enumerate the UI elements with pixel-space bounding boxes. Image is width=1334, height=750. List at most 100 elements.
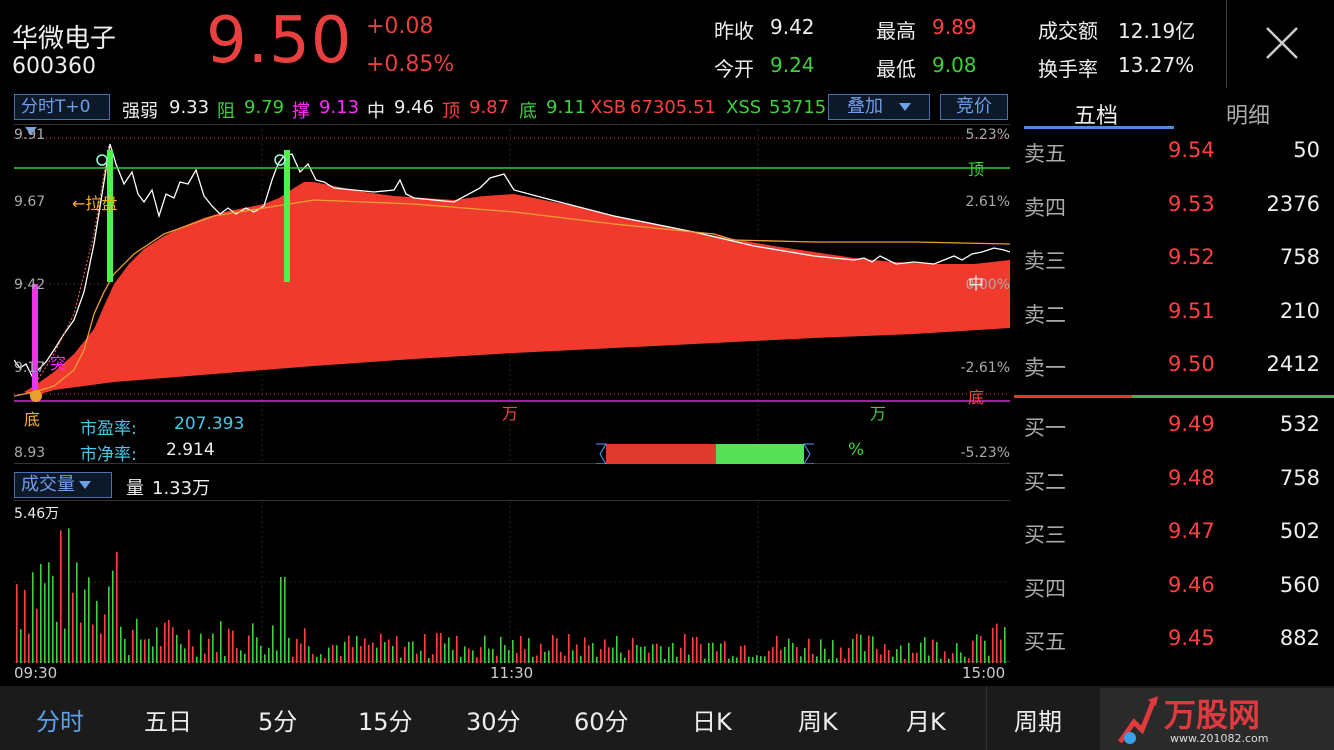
volume-bar [588, 645, 590, 663]
high-value: 9.89 [932, 15, 977, 39]
volume-bar [612, 647, 614, 663]
volume-bar [992, 627, 994, 663]
nav-item[interactable]: 60分 [574, 708, 629, 736]
bid-row[interactable]: 买五 9.45 882 [1014, 626, 1334, 658]
volume-bar [456, 635, 458, 663]
volume-bar [196, 656, 198, 663]
bid-row[interactable]: 买二 9.48 758 [1014, 466, 1334, 498]
volume-bar [932, 639, 934, 663]
nav-item[interactable]: 周K [798, 708, 838, 736]
ask-label: 卖二 [1024, 302, 1066, 327]
nav-item[interactable]: 日K [692, 708, 732, 736]
volume-bar [512, 639, 514, 663]
volume-bar [336, 645, 338, 663]
nav-item[interactable]: 30分 [466, 708, 521, 736]
ask-bid-divider-green [1132, 395, 1334, 398]
volume-bar [924, 637, 926, 663]
volume-bar [436, 633, 438, 663]
logo-url: www.201082.com [1170, 732, 1269, 745]
high-label: 最高 [876, 19, 916, 43]
intraday-chart[interactable]: 9.91 9.67 9.42 9.17 8.93 5.23% 2.61% 0.0… [14, 124, 1010, 465]
auction-button[interactable]: 竞价 [940, 94, 1008, 120]
tab-detail[interactable]: 明细 [1226, 104, 1271, 129]
volume-bar [364, 638, 366, 663]
volume-bar [804, 648, 806, 663]
volume-bar [728, 658, 730, 663]
volume-bar [148, 638, 150, 663]
overlay-selector[interactable]: 叠加 [828, 94, 930, 120]
volume-bar [704, 658, 706, 663]
ask-row[interactable]: 卖二 9.51 210 [1014, 299, 1334, 331]
volume-bar [220, 621, 222, 663]
time-mid: 11:30 [490, 664, 534, 682]
pb-value: 2.914 [166, 440, 215, 460]
strength-value: 9.33 [169, 97, 210, 118]
volume-bar [296, 638, 298, 663]
prev-close-label: 昨收 [714, 19, 754, 43]
volume-bar [792, 643, 794, 663]
nav-item[interactable]: 15分 [358, 708, 413, 736]
bid-price: 9.49 [1168, 412, 1215, 436]
volume-bar [580, 655, 582, 663]
volume-selector[interactable]: 成交量 [14, 472, 112, 498]
pe-label: 市盈率: [80, 419, 137, 439]
y-tick-right: 2.61% [965, 194, 1010, 210]
volume-bar [984, 640, 986, 663]
volume-bar [752, 656, 754, 663]
volume-bar [152, 646, 154, 663]
ask-volume: 2376 [1266, 191, 1320, 216]
ask-row[interactable]: 卖三 9.52 758 [1014, 245, 1334, 277]
tab-five-level[interactable]: 五档 [1074, 104, 1119, 129]
bid-row[interactable]: 买三 9.47 502 [1014, 519, 1334, 551]
bottom-value: 9.11 [546, 97, 587, 118]
volume-bar [56, 621, 58, 663]
ask-label: 卖四 [1024, 195, 1066, 220]
ask-row[interactable]: 卖五 9.54 50 [1014, 138, 1334, 170]
tu-marker: 突 [50, 354, 67, 373]
turnover-value: 13.27% [1118, 53, 1195, 77]
volume-bar [684, 634, 686, 663]
volume-chart[interactable]: 5.46万 [14, 500, 1010, 663]
time-start: 09:30 [14, 664, 58, 682]
y-tick-left: 9.17 [14, 360, 46, 376]
volume-bar [228, 628, 230, 663]
ask-row[interactable]: 卖一 9.50 2412 [1014, 352, 1334, 384]
volume-bar [848, 647, 850, 663]
volume-bar [772, 647, 774, 663]
nav-item[interactable]: 分时 [36, 708, 84, 736]
volume-bar [504, 645, 506, 663]
volume-bar [136, 618, 138, 663]
volume-bar [16, 584, 18, 663]
volume-bar [1004, 627, 1006, 663]
nav-item[interactable]: 5分 [258, 708, 298, 736]
volume-bar [896, 649, 898, 663]
volume-bar [360, 646, 362, 663]
nav-item[interactable]: 五日 [144, 708, 192, 736]
volume-bar [908, 642, 910, 663]
bid-price: 9.47 [1168, 519, 1215, 543]
volume-bar [812, 653, 814, 663]
y-tick-left: 9.67 [14, 194, 46, 210]
bid-row[interactable]: 买一 9.49 532 [1014, 412, 1334, 444]
volume-bar [236, 647, 238, 663]
volume-bar [24, 589, 26, 663]
mode-selector[interactable]: 分时T+0 [14, 94, 110, 135]
xss-label: XSS [726, 97, 762, 118]
volume-bar [596, 656, 598, 663]
volume-bar [192, 646, 194, 663]
volume-bar [188, 629, 190, 663]
bid-row[interactable]: 买四 9.46 560 [1014, 573, 1334, 605]
close-button[interactable] [1226, 0, 1334, 88]
volume-bar [788, 638, 790, 663]
y-tick-left: 9.91 [14, 127, 46, 143]
nav-item[interactable]: 周期 [1014, 708, 1062, 736]
volume-bar [92, 624, 94, 663]
volume-bar [696, 636, 698, 663]
marker-icon [96, 154, 108, 166]
volume-bar [928, 655, 930, 663]
nav-item[interactable]: 月K [906, 708, 946, 736]
volume-bar [376, 647, 378, 663]
ask-row[interactable]: 卖四 9.53 2376 [1014, 192, 1334, 224]
volume-bar [444, 643, 446, 663]
strength-label: 强弱 [122, 101, 158, 122]
